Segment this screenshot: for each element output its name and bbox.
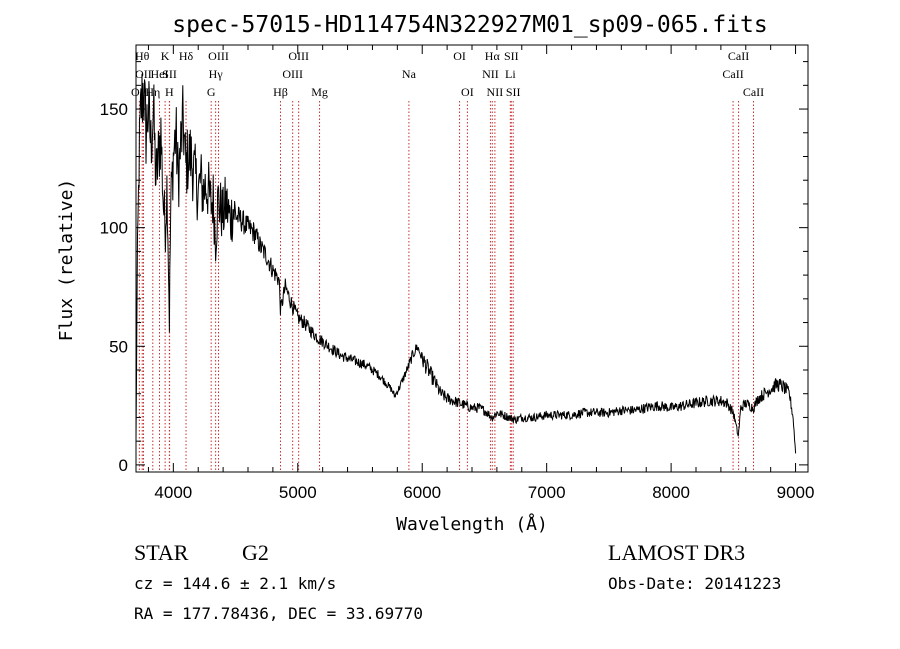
line-label-24: SII bbox=[506, 85, 521, 99]
y-tick-label-2: 100 bbox=[100, 219, 128, 238]
line-label-26: CaII bbox=[728, 49, 749, 63]
x-axis-ticks: 4000 5000 6000 7000 8000 9000 bbox=[147, 45, 815, 502]
line-label-13: OIII bbox=[282, 67, 303, 81]
x-tick-label-4: 8000 bbox=[652, 483, 690, 502]
line-label-9: G bbox=[207, 85, 216, 99]
y-tick-label-0: 0 bbox=[119, 456, 128, 475]
y-axis-label: Flux (relative) bbox=[56, 179, 77, 342]
line-label-6: SII bbox=[162, 67, 177, 81]
line-label-3: Hη bbox=[145, 85, 160, 99]
line-label-12: Hβ bbox=[273, 85, 288, 99]
spectral-line-labels: OIIHθOIIHηHeIKSIIHHδGHγOIIIHβOIIIOIIIMgN… bbox=[131, 49, 764, 99]
line-label-27: CaII bbox=[743, 85, 764, 99]
line-label-4: HeI bbox=[151, 67, 169, 81]
y-tick-label-1: 50 bbox=[109, 337, 128, 356]
line-label-11: OIII bbox=[208, 49, 229, 63]
x-tick-label-3: 7000 bbox=[528, 483, 566, 502]
redshift-readout: cz = 144.6 ± 2.1 km/s bbox=[134, 574, 336, 593]
coordinates-readout: RA = 177.78436, DEC = 33.69770 bbox=[134, 604, 423, 623]
line-label-1: Hθ bbox=[135, 49, 150, 63]
y-axis-ticks: 0 50 100 150 bbox=[100, 61, 808, 475]
line-label-7: H bbox=[165, 85, 174, 99]
object-class: STAR bbox=[134, 540, 189, 565]
line-label-25: CaII bbox=[722, 67, 743, 81]
line-label-22: Li bbox=[505, 67, 516, 81]
line-label-16: Na bbox=[402, 67, 417, 81]
x-tick-label-1: 5000 bbox=[279, 483, 317, 502]
y-tick-label-3: 150 bbox=[100, 100, 128, 119]
line-label-5: K bbox=[161, 49, 170, 63]
line-label-14: OIII bbox=[288, 49, 309, 63]
chart-title: spec-57015-HD114754N322927M01_sp09-065.f… bbox=[172, 12, 767, 38]
line-label-21: NII bbox=[487, 85, 504, 99]
line-label-20: Hα bbox=[485, 49, 501, 63]
spectrum-line bbox=[135, 73, 797, 454]
line-label-10: Hγ bbox=[209, 67, 224, 81]
obs-date-readout: Obs-Date: 20141223 bbox=[608, 574, 781, 593]
line-label-23: SII bbox=[504, 49, 519, 63]
line-label-18: OI bbox=[461, 85, 474, 99]
line-label-8: Hδ bbox=[179, 49, 194, 63]
x-tick-label-5: 9000 bbox=[777, 483, 815, 502]
line-label-2: OII bbox=[135, 67, 152, 81]
x-tick-label-0: 4000 bbox=[154, 483, 192, 502]
object-subclass: G2 bbox=[242, 540, 269, 565]
x-tick-label-2: 6000 bbox=[403, 483, 441, 502]
line-label-17: OI bbox=[453, 49, 466, 63]
spectral-line-markers bbox=[138, 101, 754, 472]
line-label-15: Mg bbox=[311, 85, 328, 99]
x-axis-label: Wavelength (Å) bbox=[396, 513, 548, 535]
survey-name: LAMOST DR3 bbox=[608, 540, 745, 565]
line-label-19: NII bbox=[482, 67, 499, 81]
